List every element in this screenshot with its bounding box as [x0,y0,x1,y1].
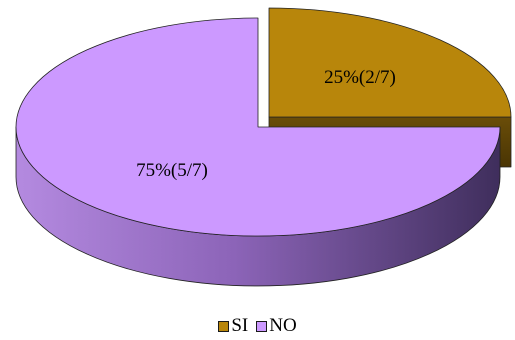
legend-label-no: NO [269,315,297,336]
slice-si [268,7,512,118]
legend-label-si: SI [231,315,249,336]
legend-entry-no: NO [256,315,297,337]
pie-chart: 25%(2/7) 75%(5/7) [15,7,512,287]
data-label-si: 25%(2/7) [324,67,396,88]
legend-swatch-no [256,320,268,332]
chart-legend: SI NO [0,314,515,338]
slice-no [15,17,501,237]
data-label-no: 75%(5/7) [136,160,208,181]
legend-swatch-si [218,320,230,332]
legend-entry-si: SI [218,315,248,337]
